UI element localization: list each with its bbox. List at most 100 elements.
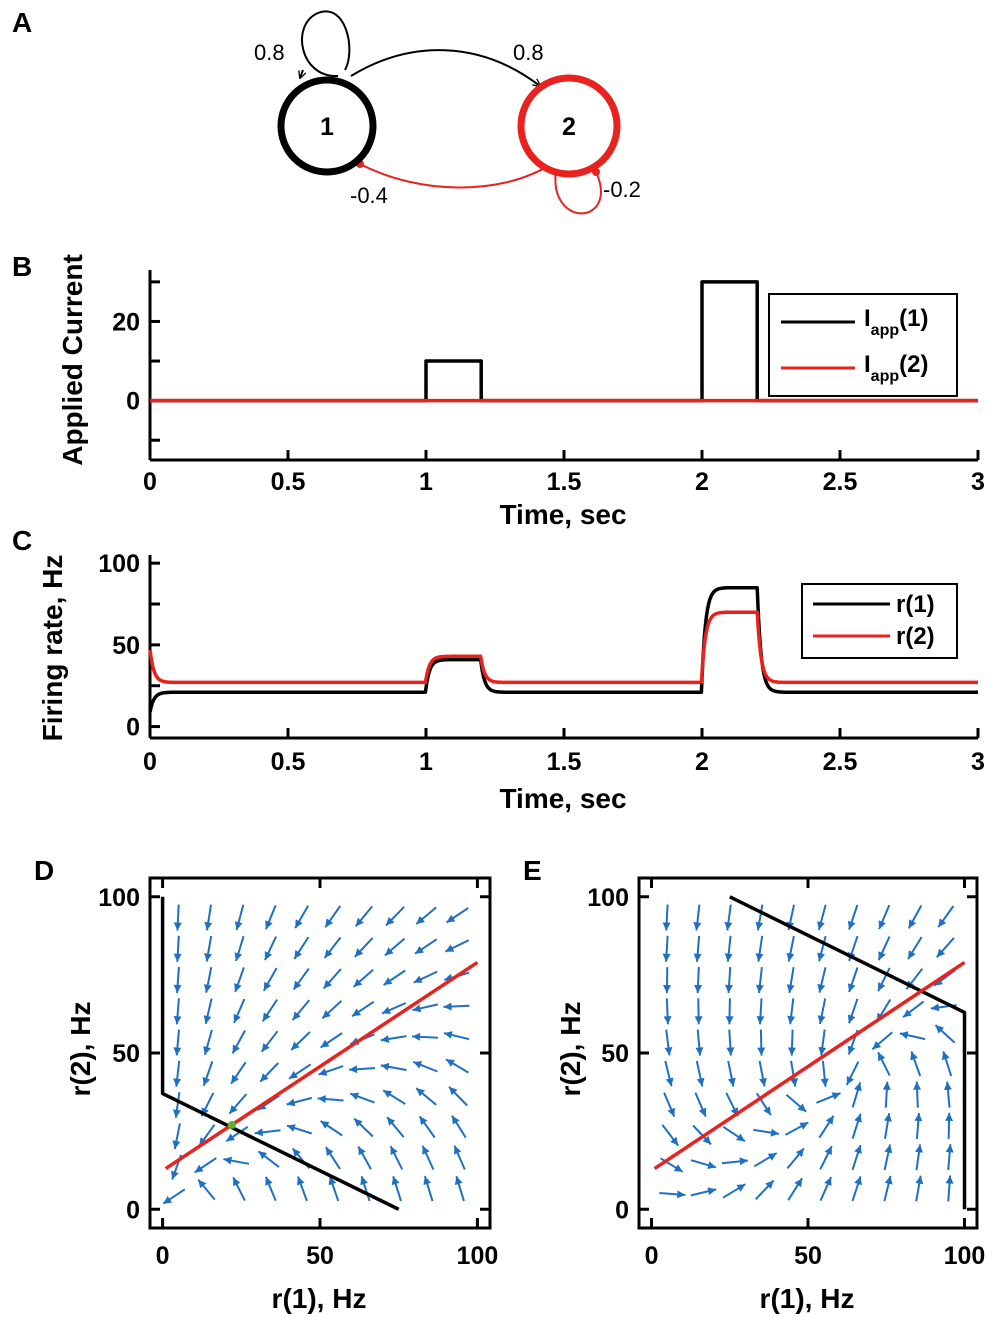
panel-e-vector-arrowhead xyxy=(707,1187,717,1196)
panel-d-fixed-point xyxy=(227,1120,236,1129)
panel-e-vector-arrowhead xyxy=(882,1081,891,1090)
panel-d-vector-arrowhead xyxy=(173,1078,182,1087)
panel-d-vector-arrowhead xyxy=(382,1006,391,1014)
panel-d-vector-arrowhead xyxy=(232,1044,240,1054)
weight-w22: -0.2 xyxy=(603,177,641,202)
panel-d-vector-arrowhead xyxy=(445,944,455,952)
panel-e-vector-arrowhead xyxy=(878,982,886,992)
panel-d-vector-arrowhead xyxy=(194,1164,204,1173)
panel-e-vector-arrowhead xyxy=(945,1144,954,1153)
panel-d-vector-arrowhead xyxy=(254,1128,264,1137)
panel-c-ytick-label: 0 xyxy=(126,714,140,742)
panel-d-vector-arrowhead xyxy=(443,1002,452,1011)
panel-e-vector-arrowhead xyxy=(872,1041,882,1050)
panel-e-vector-arrowhead xyxy=(665,1077,674,1087)
panel-d-vector-arrowhead xyxy=(297,1176,305,1186)
panel-e-vector-arrowhead xyxy=(878,1052,886,1062)
panel-e-vector-arrowhead xyxy=(694,984,703,994)
panel-d-vector-arrowhead xyxy=(172,1109,181,1118)
panel-b-legend: Iapp(1) Iapp(2) xyxy=(768,293,958,397)
panel-e-vector-arrowhead xyxy=(667,1107,675,1117)
panel-c-xtick-label: 1 xyxy=(419,748,433,776)
panel-e-vector-arrowhead xyxy=(756,1016,765,1025)
panel-b-ytick-label: 20 xyxy=(112,308,140,336)
panel-d-ytick-label: 50 xyxy=(112,1040,140,1068)
panel-d-vector-arrowhead xyxy=(454,1145,462,1155)
panel-d-vector-arrowhead xyxy=(233,1013,241,1023)
panel-e-vector-arrowhead xyxy=(677,1190,686,1199)
panel-e-vector-arrowhead xyxy=(755,984,764,993)
panel-d-vector-arrowhead xyxy=(204,921,213,931)
panel-e-vector-arrowhead xyxy=(831,1092,841,1100)
edge-1-to-2 xyxy=(350,49,540,86)
panel-b-xtick-label: 0.5 xyxy=(271,468,306,496)
panel-e-vector-arrowhead xyxy=(727,1077,736,1087)
panel-d-vector-arrowhead xyxy=(264,951,272,961)
panel-e-vector-arrowhead xyxy=(854,1082,862,1092)
panel-d-vector-arrowhead xyxy=(261,1043,270,1052)
panel-e-vector-arrowhead xyxy=(787,1015,796,1025)
panel-e-vector-arrowhead xyxy=(945,1175,954,1184)
panel-d-vector-arrowhead xyxy=(234,921,243,930)
panel-e-vector-arrowhead xyxy=(915,1175,924,1185)
panel-d-vector-arrowhead xyxy=(265,920,273,930)
panel-e-vector-arrowhead xyxy=(698,1107,707,1117)
panel-e-vector-arrowhead xyxy=(914,1113,923,1122)
node-2-label: 2 xyxy=(562,113,576,141)
panel-c-ytick-label: 50 xyxy=(112,632,140,660)
panel-e-vector-arrowhead xyxy=(903,1009,912,1018)
panel-e-vector-arrowhead xyxy=(786,984,795,993)
panel-d-vector-arrowhead xyxy=(231,1074,239,1084)
panel-d-vector-arrowhead xyxy=(173,922,182,931)
panel-e-vector-arrowhead xyxy=(724,921,733,931)
panel-d-vector-arrowhead xyxy=(415,946,424,954)
panel-d-xtick-label: 100 xyxy=(457,1242,499,1270)
self-loop-arrowhead xyxy=(300,69,303,78)
panel-letter-b: B xyxy=(12,251,32,282)
panel-e-vector-arrowhead xyxy=(847,1045,856,1055)
panel-e-vector-arrowhead xyxy=(817,952,825,962)
panel-e-vector-arrowhead xyxy=(818,1046,827,1056)
panel-b-legend-box xyxy=(768,293,958,397)
panel-d-ytick-label: 100 xyxy=(98,884,140,912)
panel-b-xtick-label: 1.5 xyxy=(547,468,582,496)
panel-e-vector-arrowhead xyxy=(707,1161,716,1169)
panel-d-frame xyxy=(148,876,492,1230)
panel-d-vector-arrowhead xyxy=(360,1176,368,1186)
panel-d-vector-arrowhead xyxy=(353,978,363,987)
panel-e-vector-arrowhead xyxy=(736,1133,745,1142)
self-loop-node-1 xyxy=(301,10,351,78)
panel-d-xtick-label: 0 xyxy=(156,1242,170,1270)
panel-c-series-1 xyxy=(148,585,980,713)
panel-e-nullcline-1 xyxy=(729,895,967,1210)
panel-d-vector-arrowhead xyxy=(324,949,333,958)
panel-e-vector-arrowhead xyxy=(908,919,917,929)
weight-w21: -0.4 xyxy=(350,183,388,208)
panel-e-vector-arrowhead xyxy=(786,952,795,962)
panel-d-vector-arrowhead xyxy=(386,916,395,926)
panel-d-ylabel: r(2), Hz xyxy=(65,1002,96,1097)
panel-b-xtick-label: 0 xyxy=(143,468,157,496)
panel-d-vector-arrowhead xyxy=(325,918,334,928)
weight-w12: 0.8 xyxy=(513,40,544,65)
panel-d-vector-arrowhead xyxy=(390,1146,398,1155)
node-2 xyxy=(517,74,621,178)
panel-e-vector-arrowhead xyxy=(847,983,856,993)
panel-d-vector-arrowhead xyxy=(173,1047,182,1056)
panel-e-vector-arrowhead xyxy=(817,921,825,930)
panel-d-vector-arrowhead xyxy=(258,1151,268,1160)
panel-d-vector-arrowhead xyxy=(387,1117,396,1126)
panel-e-ytick-label: 100 xyxy=(587,884,629,912)
panel-e-vector-arrowhead xyxy=(884,1113,892,1122)
panel-e-ylabel: r(2), Hz xyxy=(555,1002,586,1097)
panel-d-vector-arrowhead xyxy=(173,984,182,993)
panel-d-vector-arrowhead xyxy=(354,1118,363,1127)
panel-e-vector-arrowhead xyxy=(899,1031,909,1040)
panel-b-xtick-label: 2 xyxy=(695,468,709,496)
panel-e-vector-arrowhead xyxy=(944,1081,952,1091)
panel-c-xlabel: Time, sec xyxy=(499,783,626,814)
panel-d-vector-arrowhead xyxy=(229,1105,238,1114)
panel-e-vector-arrowhead xyxy=(799,1122,809,1130)
panel-e-vector-arrowhead xyxy=(725,984,733,993)
